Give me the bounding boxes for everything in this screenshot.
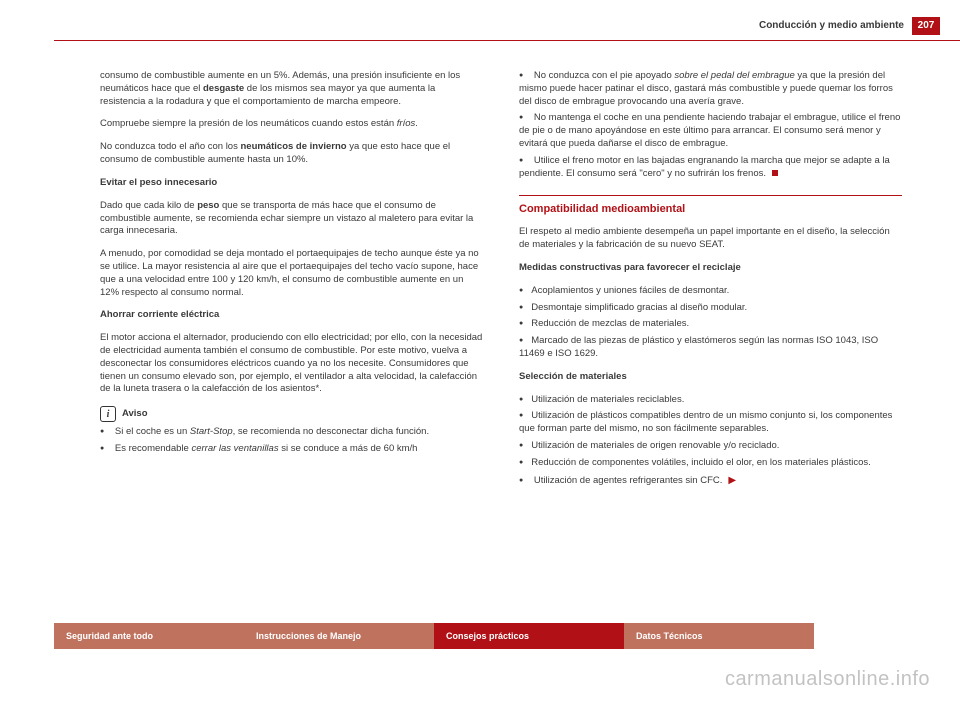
content-area: consumo de combustible aumente en un 5%.… (100, 70, 902, 581)
tab-consejos[interactable]: Consejos prácticos (434, 623, 624, 649)
text: , se recomienda no desconectar dicha fun… (233, 426, 429, 437)
section-header: Conducción y medio ambiente (759, 20, 904, 31)
text: Utilización de materiales reciclables. (531, 394, 684, 405)
paragraph: consumo de combustible aumente en un 5%.… (100, 70, 483, 108)
bullet-item: Utilice el freno motor en las bajadas en… (519, 155, 902, 181)
text: Marcado de las piezas de plástico y elas… (519, 335, 878, 359)
bold-text: desgaste (203, 83, 244, 94)
text: si se conduce a más de 60 km/h (279, 443, 418, 454)
subheading: Selección de materiales (519, 371, 902, 384)
bullet-item: Utilización de agentes refrigerantes sin… (519, 474, 902, 488)
text: . (415, 118, 418, 129)
bullet-item: Marcado de las piezas de plástico y elas… (519, 335, 902, 361)
text: Acoplamientos y uniones fáciles de desmo… (531, 285, 729, 296)
footer-tabs: Seguridad ante todo Instrucciones de Man… (54, 623, 814, 649)
bullet-item: Es recomendable cerrar las ventanillas s… (100, 443, 483, 456)
bold-text: neumáticos de invierno (240, 141, 346, 152)
text: Utilización de plásticos compatibles den… (519, 410, 892, 434)
info-title: Aviso (122, 408, 148, 421)
page-number-badge: 207 (912, 17, 940, 35)
paragraph: A menudo, por comodidad se deja montado … (100, 248, 483, 299)
bullet-item: Desmontaje simplificado gracias al diseñ… (519, 302, 902, 315)
text: Reducción de componentes volátiles, incl… (531, 457, 871, 468)
section-title: Compatibilidad medioambiental (519, 195, 902, 217)
paragraph: No conduzca todo el año con los neumátic… (100, 141, 483, 167)
text: Utilización de agentes refrigerantes sin… (534, 475, 723, 486)
text: No conduzca todo el año con los (100, 141, 240, 152)
bullet-item: Acoplamientos y uniones fáciles de desmo… (519, 285, 902, 298)
italic-text: fríos (397, 118, 415, 129)
text: Utilice el freno motor en las bajadas en… (519, 155, 890, 179)
left-column: consumo de combustible aumente en un 5%.… (100, 70, 483, 581)
header-rule (54, 40, 960, 41)
page: Conducción y medio ambiente 207 consumo … (0, 0, 960, 701)
bullet-item: Reducción de mezclas de materiales. (519, 318, 902, 331)
bullet-item: Utilización de plásticos compatibles den… (519, 410, 902, 436)
tab-datos[interactable]: Datos Técnicos (624, 623, 814, 649)
bullet-item: Utilización de materiales de origen reno… (519, 440, 902, 453)
bullet-item: No conduzca con el pie apoyado sobre el … (519, 70, 902, 108)
tab-seguridad[interactable]: Seguridad ante todo (54, 623, 244, 649)
text: Compruebe siempre la presión de los neum… (100, 118, 397, 129)
subheading: Ahorrar corriente eléctrica (100, 309, 483, 322)
bullet-item: Reducción de componentes volátiles, incl… (519, 457, 902, 470)
text: Es recomendable (115, 443, 192, 454)
end-of-topic-icon (772, 170, 778, 176)
bullet-item: Si el coche es un Start-Stop, se recomie… (100, 426, 483, 439)
bold-text: peso (197, 200, 219, 211)
text: Dado que cada kilo de (100, 200, 197, 211)
right-column: No conduzca con el pie apoyado sobre el … (519, 70, 902, 581)
paragraph: Dado que cada kilo de peso que se transp… (100, 200, 483, 238)
text: Desmontaje simplificado gracias al diseñ… (531, 302, 747, 313)
text: Reducción de mezclas de materiales. (531, 318, 689, 329)
paragraph: El motor acciona el alternador, producie… (100, 332, 483, 396)
info-icon: i (100, 406, 116, 422)
info-note-header: i Aviso (100, 406, 483, 422)
italic-text: cerrar las ventanillas (191, 443, 278, 454)
italic-text: sobre el pedal del embrague (674, 70, 794, 81)
text: No mantenga el coche en una pendiente ha… (519, 112, 900, 149)
bullet-item: No mantenga el coche en una pendiente ha… (519, 112, 902, 150)
text: No conduzca con el pie apoyado (534, 70, 675, 81)
text: Si el coche es un (115, 426, 190, 437)
paragraph: El respeto al medio ambiente desempeña u… (519, 226, 902, 252)
continue-arrow-icon: ▶ (728, 474, 736, 488)
watermark: carmanualsonline.info (725, 668, 930, 691)
text: Utilización de materiales de origen reno… (531, 440, 779, 451)
subheading: Evitar el peso innecesario (100, 177, 483, 190)
tab-instrucciones[interactable]: Instrucciones de Manejo (244, 623, 434, 649)
paragraph: Compruebe siempre la presión de los neum… (100, 118, 483, 131)
italic-text: Start-Stop (190, 426, 233, 437)
subheading: Medidas constructivas para favorecer el … (519, 262, 902, 275)
bullet-item: Utilización de materiales reciclables. (519, 394, 902, 407)
